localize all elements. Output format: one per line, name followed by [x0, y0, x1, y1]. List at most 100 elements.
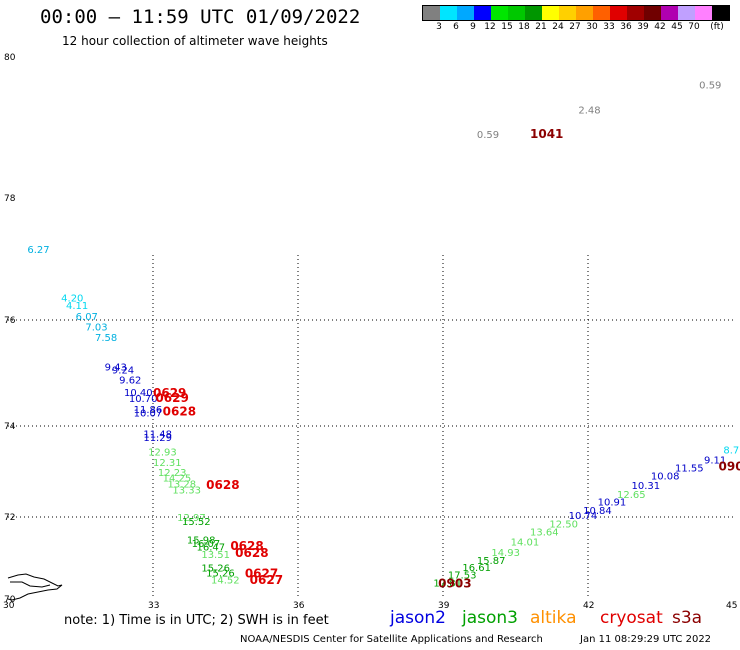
color-scale-label: 70 [688, 22, 700, 32]
color-swatch [678, 6, 695, 20]
latitude-label: 70 [4, 595, 16, 605]
svalbard-coastline-b [10, 581, 51, 588]
credit-line: NOAA/NESDIS Center for Satellite Applica… [240, 634, 543, 645]
color-scale-label: 21 [535, 22, 547, 32]
color-swatch [542, 6, 559, 20]
longitude-label: 42 [583, 601, 594, 611]
wave-height-label: 12.31 [153, 458, 182, 469]
pass-time-label: 1041 [530, 127, 563, 141]
wave-height-label: 7.03 [85, 323, 107, 334]
coastline [7, 573, 63, 601]
footer-note: note: 1) Time is in UTC; 2) SWH is in fe… [64, 613, 329, 628]
wave-height-label: 16.07 [192, 539, 221, 550]
wave-height-label: 9.62 [119, 376, 141, 387]
wave-height-label: 15.98 [187, 536, 216, 547]
latitude-label: 80 [4, 53, 16, 63]
color-scale-label: 18 [518, 22, 530, 32]
wave-height-label: 14.25 [163, 474, 192, 485]
wave-height-label: 11.55 [675, 464, 704, 475]
color-swatch [474, 6, 491, 20]
wave-height-label: 13.28 [168, 479, 197, 490]
wave-height-label: 16.61 [462, 563, 491, 574]
color-scale-label: 3 [436, 22, 442, 32]
wave-height-label: 11.48 [143, 429, 172, 440]
map-subtitle: 12 hour collection of altimeter wave hei… [62, 34, 328, 48]
generation-timestamp: Jan 11 08:29:29 UTC 2022 [580, 634, 712, 645]
wave-height-label: 14.52 [211, 575, 240, 586]
wave-height-label: 6.07 [76, 312, 98, 323]
wave-height-label: 13.33 [172, 485, 201, 496]
color-swatch [508, 6, 525, 20]
longitude-label: 39 [438, 601, 450, 611]
wave-height-label: 12.93 [148, 448, 177, 459]
graticule [8, 255, 735, 599]
wave-height-label: 10.07 [134, 408, 163, 419]
color-scale-label: 33 [603, 22, 615, 32]
color-swatch [576, 6, 593, 20]
pass-time-label: 0903 [438, 577, 471, 591]
color-scale-label: 42 [654, 22, 666, 32]
color-swatch [712, 6, 729, 20]
wave-height-label: 10.91 [598, 498, 627, 509]
color-scale-label: 9 [470, 22, 476, 32]
wave-height-label: 9.43 [105, 362, 127, 373]
color-scale-label: 24 [552, 22, 564, 32]
wave-height-label: 14.01 [511, 538, 540, 549]
color-scale-label: 36 [620, 22, 632, 32]
wave-height-label: 0.59 [477, 130, 499, 141]
pass-time-label: 090 [719, 460, 740, 474]
latitude-label: 72 [4, 513, 15, 523]
satellite-jason2: jason2 [390, 608, 446, 628]
color-scale-label: 6 [453, 22, 459, 32]
wave-height-label: 14.93 [491, 548, 520, 559]
color-scale-labels: 3 6 9 12 15 18 21 24 27 30 33 36 39 42 45 70 (ft) [422, 22, 740, 34]
wave-height-label: 8.7 [723, 445, 739, 456]
wave-height-label: 12.65 [617, 490, 646, 501]
wave-height-label: 11.29 [143, 433, 172, 444]
pass-time-label: 0627 [245, 567, 278, 581]
color-scale-label: 30 [586, 22, 598, 32]
color-swatch [661, 6, 678, 20]
pass-time-label: 0627 [250, 573, 283, 587]
wave-height-label: 15.52 [182, 517, 211, 528]
wave-height-label: 0.59 [699, 81, 721, 92]
wave-height-label: 9.11 [704, 455, 726, 466]
color-scale-label: 27 [569, 22, 581, 32]
color-swatch [644, 6, 661, 20]
wave-height-label: 10.70 [129, 394, 158, 405]
wave-height-label: 15.26 [201, 564, 230, 575]
wave-height-label: 12.97 [177, 513, 206, 524]
wave-height-label: 10.74 [569, 511, 598, 522]
satellite-altika: altika [530, 608, 577, 628]
pass-time-label: 0629 [155, 391, 188, 405]
color-scale-label: (ft) [710, 22, 724, 32]
color-swatch [491, 6, 508, 20]
wave-height-label: 4.20 [61, 294, 83, 305]
color-swatch [695, 6, 712, 20]
wave-height-label: 12.23 [158, 468, 187, 479]
pass-time-label: 0628 [235, 546, 268, 560]
satellite-cryosat: cryosat [600, 608, 663, 628]
color-swatch [457, 6, 474, 20]
wave-height-label: 13.51 [201, 550, 230, 561]
latitude-label: 76 [4, 316, 16, 326]
wave-height-label: 15.26 [206, 568, 235, 579]
color-scale-bar [422, 5, 730, 21]
wave-height-label: 4.11 [66, 301, 88, 312]
color-scale-label: 12 [484, 22, 496, 32]
wave-height-label: 16.47 [197, 543, 226, 554]
wave-height-label: 11.86 [134, 405, 163, 416]
wave-height-label: 12.50 [549, 519, 578, 530]
wave-height-label: 2.48 [578, 105, 600, 116]
wave-height-label: 10.40 [124, 388, 153, 399]
color-swatch [559, 6, 576, 20]
latitude-label: 78 [4, 194, 16, 204]
color-scale-label: 15 [501, 22, 513, 32]
pass-time-label: 0628 [163, 404, 196, 418]
wave-height-label: 10.08 [651, 472, 680, 483]
wave-height-label: 17.81 [433, 579, 462, 590]
wave-height-label: 10.31 [632, 481, 661, 492]
color-scale-label: 45 [671, 22, 683, 32]
